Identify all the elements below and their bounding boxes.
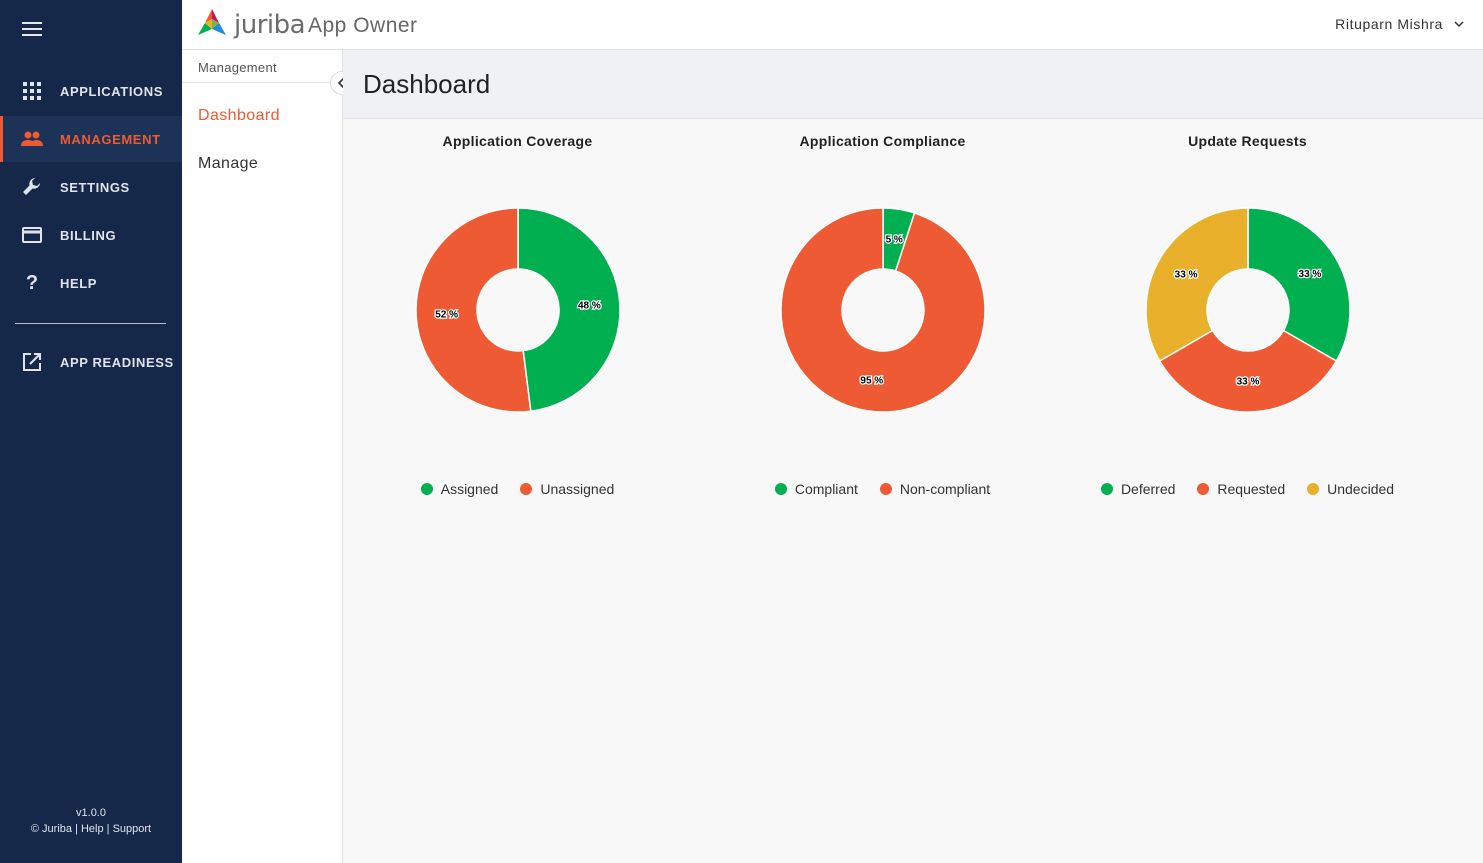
sidebar-item-billing[interactable]: BILLING — [0, 212, 182, 258]
question-icon: ? — [25, 271, 39, 294]
sidebar-item-management[interactable]: MANAGEMENT — [0, 116, 182, 162]
legend-item-compliant[interactable]: Compliant — [774, 481, 858, 497]
chart-title: Application Coverage — [442, 133, 593, 149]
subnav-item-manage[interactable]: Manage — [198, 155, 259, 172]
legend-item-non-compliant[interactable]: Non-compliant — [879, 481, 991, 497]
legend-item-requested[interactable]: Requested — [1197, 481, 1285, 497]
slice-value-label: 52 % — [435, 309, 458, 320]
left-sidebar: APPLICATIONS MANAGEMENT SETTINGS BILLING… — [0, 0, 182, 863]
legend-item-assigned[interactable]: Assigned — [420, 481, 499, 497]
external-link-icon — [21, 351, 43, 373]
people-icon — [21, 128, 43, 150]
chart-title: Application Compliance — [799, 133, 966, 149]
slice-value-label: 95 % — [860, 376, 883, 387]
page-header: Dashboard — [343, 50, 1483, 119]
subnav-item-dashboard[interactable]: Dashboard — [198, 107, 280, 124]
donut-chart: 5 % 95 % — [780, 207, 986, 413]
legend-label: Deferred — [1120, 481, 1176, 497]
version-label: v1.0.0 — [76, 807, 106, 819]
donut-slice-unassigned[interactable] — [415, 207, 532, 413]
wrench-icon — [21, 176, 43, 198]
sidebar-item-app-readiness[interactable]: APP READINESS — [0, 339, 182, 385]
slice-value-label: 48 % — [578, 301, 601, 312]
donut-chart: 48 % 52 % — [415, 207, 621, 413]
chart-application-compliance: Application Compliance 5 % 95 % Compliant… — [700, 119, 1065, 519]
slice-value-label: 33 % — [1237, 377, 1260, 388]
legend-item-undecided[interactable]: Undecided — [1307, 481, 1394, 497]
donut-slice-assigned[interactable] — [517, 207, 621, 413]
donut-slice-requested[interactable] — [1158, 329, 1338, 413]
sidebar-item-label: APP READINESS — [60, 354, 174, 370]
menu-icon[interactable] — [22, 22, 42, 38]
chart-update-requests: Update Requests 33 % 33 % 33 % Deferred Req… — [1065, 119, 1430, 519]
legend-dot — [1197, 483, 1210, 495]
donut-slice-undecided[interactable] — [1145, 207, 1249, 363]
sub-navigation: Management Dashboard Manage — [182, 50, 343, 863]
legend-label: Non-compliant — [899, 481, 991, 497]
sidebar-footer: v1.0.0 © Juriba | Help | Support — [0, 805, 182, 837]
sidebar-item-label: MANAGEMENT — [60, 131, 161, 147]
legend-label: Compliant — [794, 481, 858, 497]
chart-legend: Deferred Requested Undecided — [1065, 481, 1430, 497]
donut-chart: 33 % 33 % 33 % — [1145, 207, 1351, 413]
sidebar-item-applications[interactable]: APPLICATIONS — [0, 68, 182, 114]
chevron-down-icon — [1454, 21, 1464, 28]
legend-dot — [774, 483, 787, 495]
sidebar-divider — [15, 323, 166, 324]
sidebar-item-label: BILLING — [60, 227, 117, 243]
legend-dot — [1100, 483, 1113, 495]
legend-dot — [1307, 483, 1320, 495]
slice-value-label: 5 % — [886, 234, 903, 245]
legend-dot — [420, 483, 433, 495]
legend-label: Assigned — [440, 481, 499, 497]
sidebar-item-settings[interactable]: SETTINGS — [0, 164, 182, 210]
brand-name: juriba — [234, 10, 306, 40]
legend-item-unassigned[interactable]: Unassigned — [520, 481, 614, 497]
sidebar-item-label: HELP — [60, 275, 98, 291]
grid-icon — [21, 80, 43, 102]
legend-item-deferred[interactable]: Deferred — [1100, 481, 1176, 497]
chevron-left-icon — [337, 77, 345, 89]
sidebar-item-label: APPLICATIONS — [60, 83, 164, 99]
donut-slice-deferred[interactable] — [1247, 207, 1351, 363]
user-menu[interactable]: Rituparn Mishra — [1335, 16, 1465, 32]
slice-value-label: 33 % — [1175, 269, 1198, 280]
chart-legend: Assigned Unassigned — [335, 481, 700, 497]
subnav-divider — [182, 82, 343, 83]
chart-legend: Compliant Non-compliant — [700, 481, 1065, 497]
page-title: Dashboard — [363, 69, 491, 99]
chart-application-coverage: Application Coverage 48 % 52 % Assigned Un… — [335, 119, 700, 519]
subnav-title: Management — [198, 60, 277, 75]
user-name: Rituparn Mishra — [1335, 16, 1443, 32]
sidebar-item-help[interactable]: ? HELP — [0, 260, 182, 306]
footer-links[interactable]: © Juriba | Help | Support — [30, 823, 152, 835]
legend-dot — [520, 483, 533, 495]
legend-dot — [879, 483, 892, 495]
sidebar-item-label: SETTINGS — [60, 179, 130, 195]
chart-title: Update Requests — [1188, 133, 1307, 149]
top-bar: juriba App Owner Rituparn Mishra — [182, 0, 1483, 50]
legend-label: Requested — [1217, 481, 1286, 497]
donut-slice-non-compliant[interactable] — [780, 207, 986, 413]
app-name: App Owner — [308, 14, 418, 37]
credit-card-icon — [21, 224, 43, 246]
slice-value-label: 33 % — [1299, 269, 1322, 280]
legend-label: Unassigned — [540, 481, 615, 497]
juriba-logo — [198, 9, 226, 35]
legend-label: Undecided — [1327, 481, 1395, 497]
